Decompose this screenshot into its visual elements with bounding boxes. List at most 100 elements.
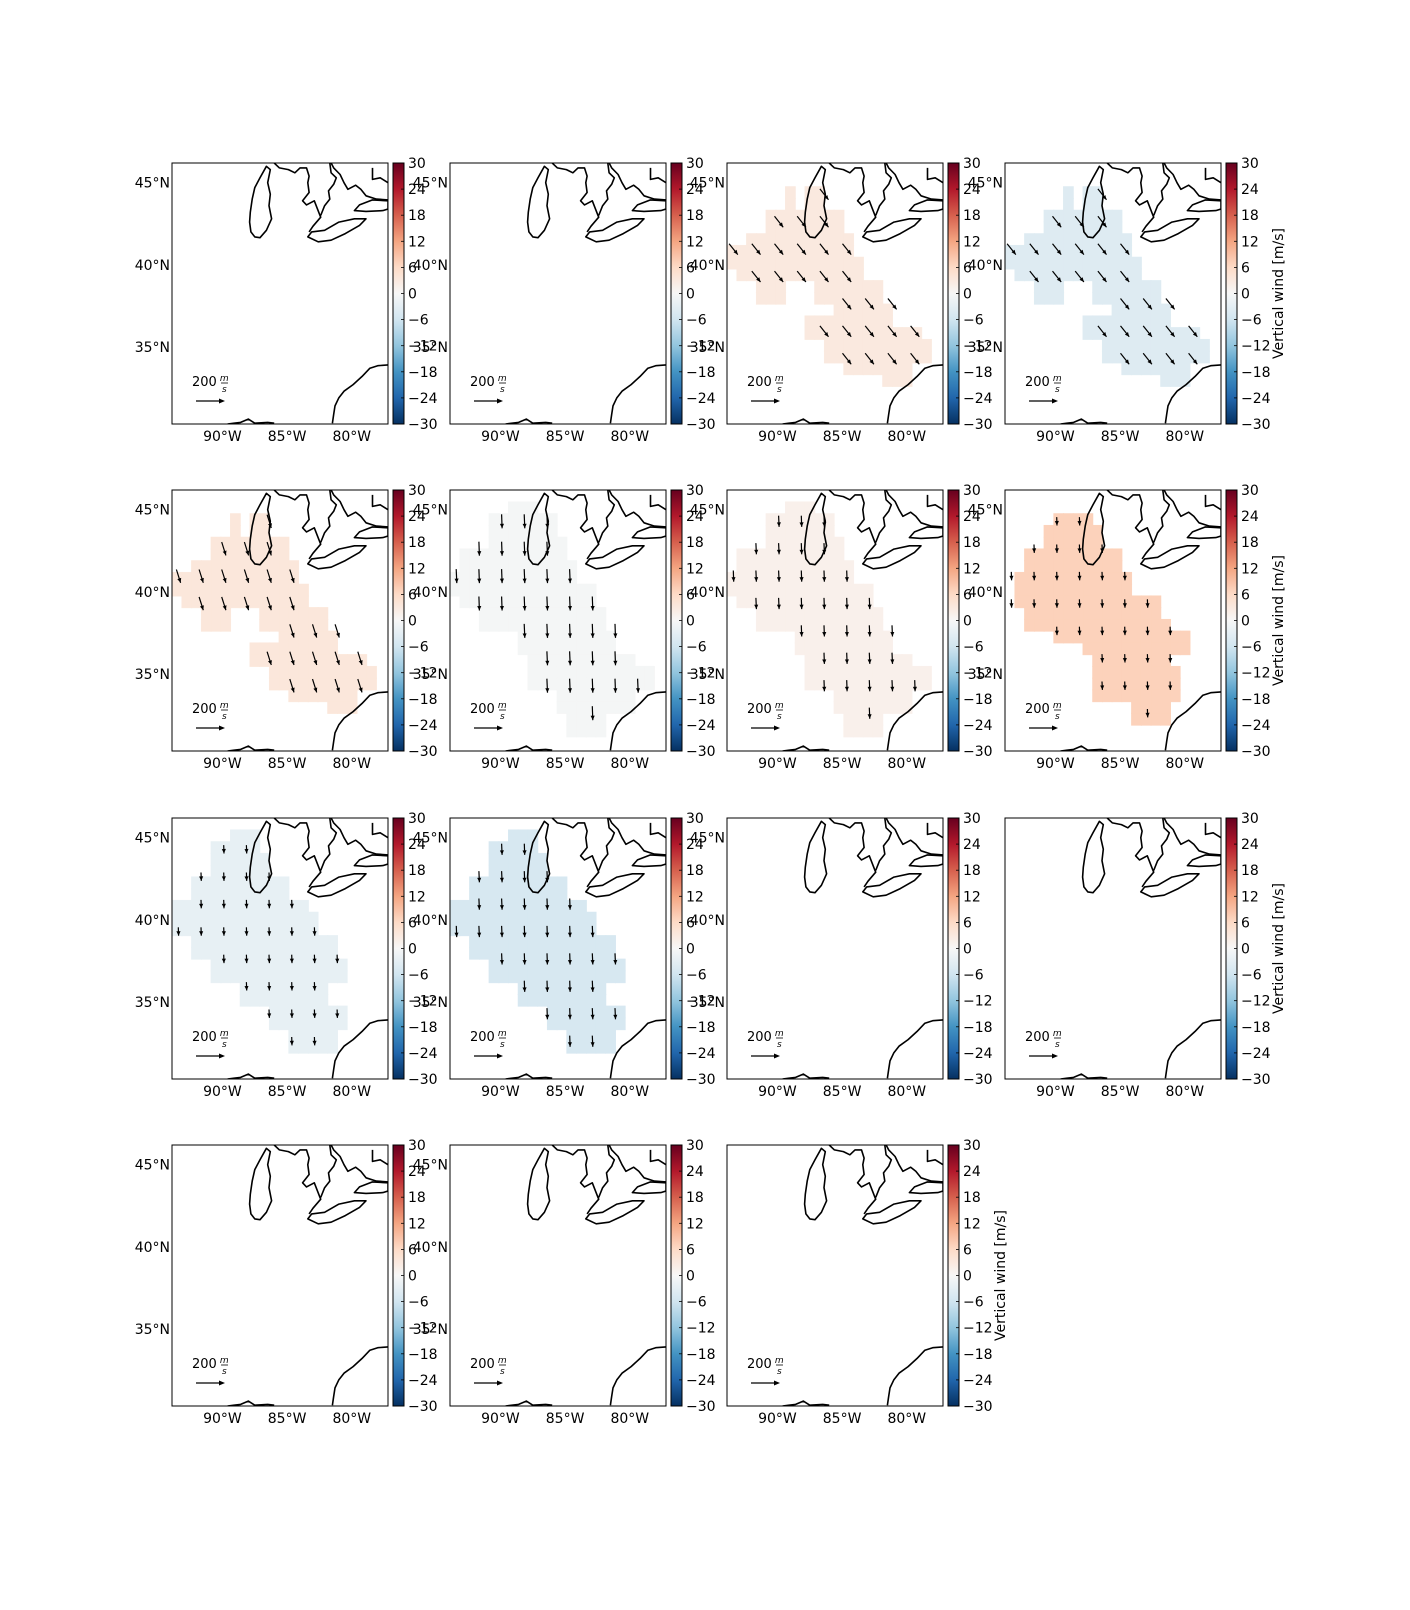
wind-cell bbox=[1150, 327, 1162, 340]
wind-cell bbox=[736, 548, 748, 562]
wind-cell bbox=[249, 654, 261, 667]
wind-cell bbox=[546, 642, 558, 656]
wind-cell bbox=[595, 1029, 607, 1042]
colorbar-tick-label: −12 bbox=[686, 339, 716, 355]
wind-cell bbox=[1131, 362, 1142, 376]
wind-cell bbox=[1024, 583, 1035, 597]
wind-arrow bbox=[545, 953, 550, 965]
vertical-wind-field bbox=[172, 513, 377, 714]
wind-cell bbox=[1082, 327, 1094, 340]
wind-cell bbox=[249, 923, 261, 937]
lake-michigan bbox=[248, 165, 273, 239]
lake-erie bbox=[585, 1200, 645, 1225]
wind-arrow bbox=[567, 898, 572, 910]
wind-cell bbox=[814, 197, 825, 211]
wind-cell bbox=[268, 970, 280, 984]
wind-cell bbox=[605, 1029, 616, 1042]
wind-cell bbox=[823, 280, 835, 293]
lon-label: 80°W bbox=[610, 1411, 649, 1427]
colorbar-tick-label: 6 bbox=[686, 260, 695, 276]
wind-cell bbox=[823, 350, 835, 364]
wind-cell bbox=[585, 701, 597, 714]
wind-cell bbox=[755, 595, 767, 609]
wind-cell bbox=[488, 513, 500, 526]
wind-arrow bbox=[522, 596, 527, 611]
wind-cell bbox=[882, 701, 893, 714]
wind-cell bbox=[307, 946, 319, 960]
lake-erie bbox=[862, 545, 922, 570]
wind-cell bbox=[595, 982, 607, 995]
atlantic-coast bbox=[331, 1346, 388, 1406]
wind-cell bbox=[566, 899, 578, 913]
wind-cell bbox=[537, 524, 548, 538]
lon-label: 85°W bbox=[823, 756, 862, 772]
wind-cell bbox=[200, 583, 212, 597]
wind-cell bbox=[755, 291, 767, 305]
wind-cell bbox=[765, 221, 777, 235]
colorbar-tick-label: 18 bbox=[963, 208, 981, 224]
colorbar-tick-label: −12 bbox=[963, 666, 993, 682]
wind-cell bbox=[508, 595, 519, 609]
wind-cell bbox=[1101, 677, 1113, 691]
quiver-key-arrowhead bbox=[774, 1380, 780, 1386]
colorbar-tick-label: 12 bbox=[686, 234, 704, 250]
wind-cell bbox=[527, 536, 539, 550]
wind-cell bbox=[1024, 560, 1035, 573]
wind-cell bbox=[1101, 630, 1113, 644]
wind-cell bbox=[576, 654, 587, 667]
wind-arrow bbox=[1120, 325, 1130, 338]
ontario-shore bbox=[885, 1145, 943, 1183]
atlantic-coast bbox=[609, 691, 666, 751]
atlantic-coast bbox=[331, 364, 388, 424]
lake-michigan bbox=[248, 1147, 273, 1221]
wind-cell bbox=[336, 970, 348, 984]
wind-cell bbox=[230, 536, 241, 550]
wind-cell bbox=[1160, 665, 1171, 679]
quiver-key-value: 200 bbox=[470, 1357, 495, 1372]
quiver-key-unit-num: m bbox=[775, 1029, 784, 1039]
wind-cell bbox=[1131, 280, 1142, 293]
wind-cell bbox=[833, 677, 845, 691]
lat-label: 45°N bbox=[413, 1158, 448, 1174]
wind-cell bbox=[1092, 524, 1103, 538]
wind-cell bbox=[576, 946, 587, 960]
wind-cell bbox=[1082, 607, 1094, 620]
wind-cell bbox=[872, 712, 884, 726]
wind-cell bbox=[210, 876, 222, 890]
wind-cell bbox=[566, 1017, 578, 1031]
quiver-key-label: 200 m bbox=[470, 1029, 507, 1045]
wind-cell bbox=[1121, 571, 1133, 585]
wind-cell bbox=[1063, 524, 1074, 538]
lon-label: 90°W bbox=[1036, 429, 1075, 445]
wind-arrow bbox=[842, 243, 852, 255]
wind-cell bbox=[605, 630, 616, 644]
wind-arrow bbox=[1165, 325, 1176, 338]
wind-cell bbox=[872, 362, 884, 376]
wind-arrow bbox=[568, 623, 572, 638]
colorbar-tick-label: 0 bbox=[1241, 287, 1250, 303]
colorbar-label: Vertical wind [m/s] bbox=[1271, 228, 1287, 359]
colorbar-tick-label: −24 bbox=[408, 718, 438, 734]
wind-arrow bbox=[499, 596, 504, 611]
wind-cell bbox=[268, 677, 280, 691]
wind-cell bbox=[537, 911, 548, 925]
lake-huron-shore bbox=[551, 490, 600, 560]
wind-cell bbox=[537, 864, 548, 878]
quiver-key: 200 ms bbox=[747, 1029, 784, 1059]
wind-cell bbox=[278, 888, 290, 901]
georgian-bay-shore bbox=[874, 163, 893, 216]
wind-cell bbox=[1140, 362, 1152, 376]
wind-cell bbox=[1150, 315, 1162, 329]
wind-cell bbox=[298, 911, 309, 925]
wind-cell bbox=[230, 899, 241, 913]
colorbar-label: Vertical wind [m/s] bbox=[1271, 555, 1287, 686]
wind-cell bbox=[1131, 630, 1142, 644]
colorbar-tick-label: 18 bbox=[408, 863, 426, 879]
wind-cell bbox=[459, 923, 471, 937]
wind-cell bbox=[1101, 291, 1113, 305]
northeast-shore bbox=[926, 494, 943, 511]
wind-cell bbox=[1043, 244, 1055, 258]
coastlines bbox=[1060, 163, 1221, 424]
wind-cell bbox=[346, 677, 358, 691]
wind-cell bbox=[527, 595, 539, 609]
